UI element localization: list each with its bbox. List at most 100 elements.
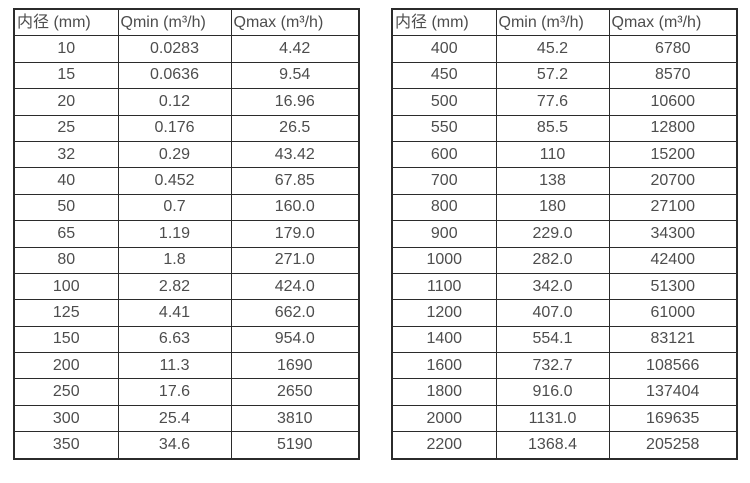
table-cell: 6.63: [117, 325, 232, 354]
table-cell: 45.2: [495, 35, 610, 63]
table-cell: 20: [13, 88, 119, 116]
header-row: 内径 (mm) Qmin (m³/h) Qmax (m³/h): [13, 8, 360, 37]
table-cell: 160.0: [230, 193, 360, 222]
table-cell: 282.0: [495, 246, 610, 274]
table-cell: 77.6: [495, 88, 610, 116]
table-cell: 3810: [230, 404, 360, 433]
table-cell: 450: [391, 61, 497, 90]
table-cell: 137404: [608, 378, 738, 406]
table-row: 1600 732.7 108566: [391, 352, 738, 380]
table-row: 1100 342.0 51300: [391, 272, 738, 301]
table-cell: 65: [13, 220, 119, 248]
table-cell: 1.19: [117, 220, 232, 248]
table-row: 300 25.4 3810: [13, 404, 360, 433]
table-cell: 57.2: [495, 61, 610, 90]
table-row: 500 77.6 10600: [391, 88, 738, 116]
table-cell: 5190: [230, 431, 360, 460]
table-cell: 2.82: [117, 272, 232, 301]
table-cell: 138: [495, 167, 610, 195]
table-cell: 1.8: [117, 246, 232, 274]
table-cell: 0.7: [117, 193, 232, 222]
table-cell: 15: [13, 61, 119, 90]
table-cell: 662.0: [230, 299, 360, 327]
table-cell: 900: [391, 220, 497, 248]
table-cell: 229.0: [495, 220, 610, 248]
flow-table-small-diameters: 内径 (mm) Qmin (m³/h) Qmax (m³/h) 10 0.0283…: [13, 8, 360, 460]
table-cell: 205258: [608, 431, 738, 460]
table-cell: 1368.4: [495, 431, 610, 460]
table-cell: 17.6: [117, 378, 232, 406]
table-cell: 83121: [608, 325, 738, 354]
table-cell: 0.0636: [117, 61, 232, 90]
table-row: 600 110 15200: [391, 140, 738, 169]
table-cell: 108566: [608, 352, 738, 380]
table-cell: 9.54: [230, 61, 360, 90]
table-cell: 200: [13, 352, 119, 380]
table-row: 450 57.2 8570: [391, 61, 738, 90]
table-row: 50 0.7 160.0: [13, 193, 360, 222]
table-cell: 25: [13, 114, 119, 142]
table-cell: 300: [13, 404, 119, 433]
table-cell: 1200: [391, 299, 497, 327]
table-cell: 800: [391, 193, 497, 222]
table-row: 400 45.2 6780: [391, 35, 738, 63]
table-cell: 2650: [230, 378, 360, 406]
header-qmax: Qmax (m³/h): [608, 8, 738, 37]
table-cell: 110: [495, 140, 610, 169]
table-cell: 11.3: [117, 352, 232, 380]
table-cell: 50: [13, 193, 119, 222]
table-cell: 85.5: [495, 114, 610, 142]
table-cell: 1000: [391, 246, 497, 274]
table-row: 65 1.19 179.0: [13, 220, 360, 248]
header-inner-diameter: 内径 (mm): [391, 8, 497, 37]
table-cell: 67.85: [230, 167, 360, 195]
table-row: 20 0.12 16.96: [13, 88, 360, 116]
table-cell: 0.12: [117, 88, 232, 116]
table-row: 900 229.0 34300: [391, 220, 738, 248]
table-row: 2000 1131.0 169635: [391, 404, 738, 433]
table-row: 15 0.0636 9.54: [13, 61, 360, 90]
table-cell: 12800: [608, 114, 738, 142]
header-inner-diameter: 内径 (mm): [13, 8, 119, 37]
table-cell: 0.0283: [117, 35, 232, 63]
table-row: 800 180 27100: [391, 193, 738, 222]
table-cell: 350: [13, 431, 119, 460]
header-qmin: Qmin (m³/h): [495, 8, 610, 37]
table-row: 200 11.3 1690: [13, 352, 360, 380]
table-cell: 4.41: [117, 299, 232, 327]
table-cell: 407.0: [495, 299, 610, 327]
table-cell: 34.6: [117, 431, 232, 460]
table-row: 1400 554.1 83121: [391, 325, 738, 354]
table-row: 1000 282.0 42400: [391, 246, 738, 274]
table-cell: 61000: [608, 299, 738, 327]
table-cell: 25.4: [117, 404, 232, 433]
table-cell: 15200: [608, 140, 738, 169]
table-cell: 2000: [391, 404, 497, 433]
table-row: 40 0.452 67.85: [13, 167, 360, 195]
table-cell: 26.5: [230, 114, 360, 142]
table-cell: 8570: [608, 61, 738, 90]
header-qmax: Qmax (m³/h): [230, 8, 360, 37]
table-cell: 125: [13, 299, 119, 327]
table-cell: 554.1: [495, 325, 610, 354]
table-cell: 342.0: [495, 272, 610, 301]
table-row: 32 0.29 43.42: [13, 140, 360, 169]
table-row: 700 138 20700: [391, 167, 738, 195]
table-cell: 43.42: [230, 140, 360, 169]
table-cell: 10600: [608, 88, 738, 116]
table-row: 125 4.41 662.0: [13, 299, 360, 327]
table-row: 250 17.6 2650: [13, 378, 360, 406]
table-row: 10 0.0283 4.42: [13, 35, 360, 63]
header-qmin: Qmin (m³/h): [117, 8, 232, 37]
table-row: 2200 1368.4 205258: [391, 431, 738, 460]
table-cell: 0.29: [117, 140, 232, 169]
table-row: 80 1.8 271.0: [13, 246, 360, 274]
table-cell: 1800: [391, 378, 497, 406]
table-cell: 271.0: [230, 246, 360, 274]
table-cell: 6780: [608, 35, 738, 63]
table-cell: 1100: [391, 272, 497, 301]
table-cell: 32: [13, 140, 119, 169]
table-cell: 600: [391, 140, 497, 169]
table-cell: 27100: [608, 193, 738, 222]
table-row: 550 85.5 12800: [391, 114, 738, 142]
